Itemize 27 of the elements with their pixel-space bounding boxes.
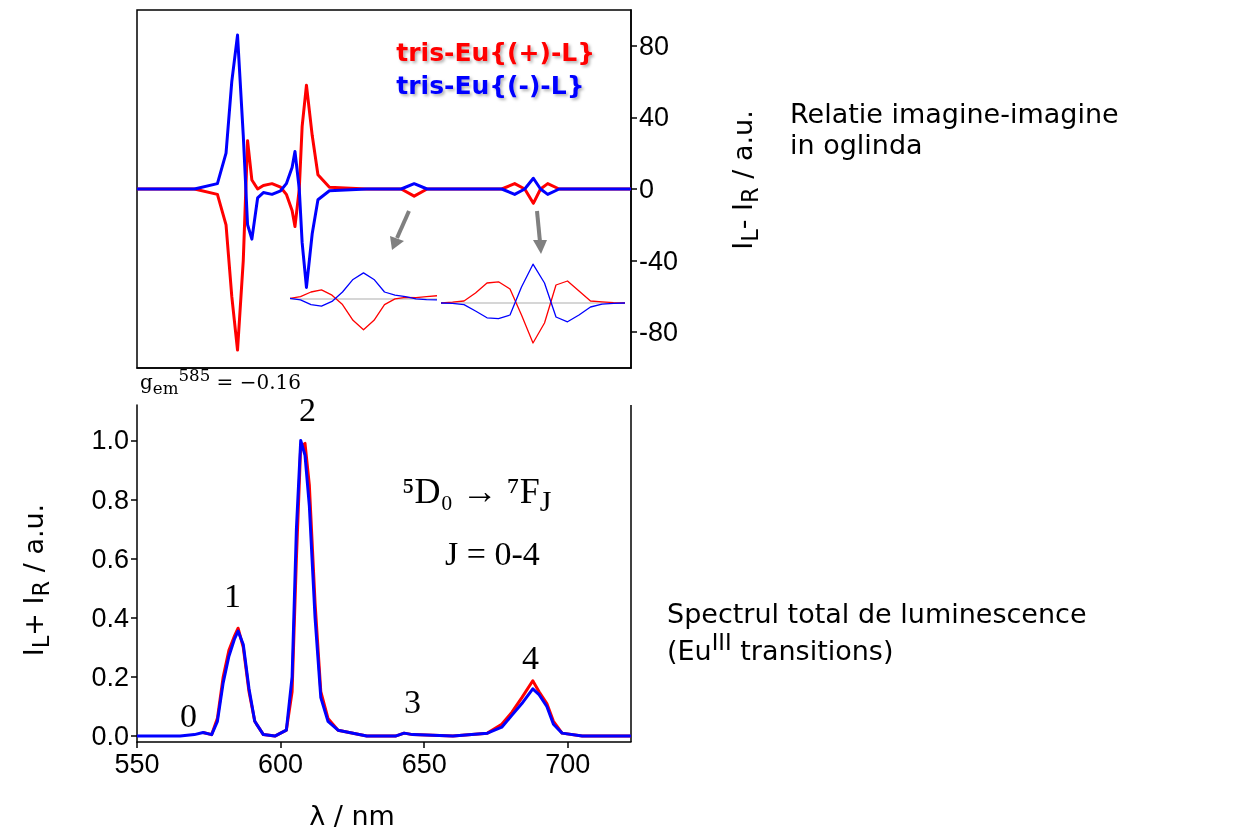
x-tick-label: 700 xyxy=(545,748,591,779)
x-axis-title: λ / nm xyxy=(309,800,395,831)
y-tick-label: 0.8 xyxy=(91,484,129,515)
y-tick-label: 0.2 xyxy=(91,661,129,692)
annotation: 4 xyxy=(522,639,539,677)
annotation: 3 xyxy=(404,683,421,721)
y2-tick-label: 40 xyxy=(639,102,670,133)
y2-tick-label: -80 xyxy=(639,317,679,348)
text: tris-Eu{(+)-L} xyxy=(396,38,596,67)
x-tick-label: 600 xyxy=(258,748,304,779)
y2-tick-label: -40 xyxy=(639,245,679,276)
annotation: 2 xyxy=(299,391,316,429)
line-series xyxy=(135,33,633,289)
text: Spectrul total de luminescence (Eu$^{III}$ transitions) xyxy=(667,598,1088,666)
y-tick-label: 1.0 xyxy=(91,425,129,456)
annotation: g$_{em}$$^{585}$ = −0.16 xyxy=(140,366,302,398)
text: Relatie imagine-imagine in oglinda xyxy=(790,98,1120,160)
text: tris-Eu{(-)-L} xyxy=(396,71,585,100)
annotation: 1 xyxy=(224,577,241,615)
y2-tick-label: 0 xyxy=(639,174,655,204)
annotation: J = 0-4 xyxy=(445,535,540,573)
y-tick-label: 0.4 xyxy=(91,602,129,633)
y-tick-label: 0.6 xyxy=(91,543,129,574)
y2-tick-label: 80 xyxy=(639,30,670,61)
annotation: ⁵D₀ → ⁷F$_{J}$ xyxy=(402,470,552,519)
x-tick-label: 650 xyxy=(401,748,447,779)
annotation: 0 xyxy=(180,697,197,735)
